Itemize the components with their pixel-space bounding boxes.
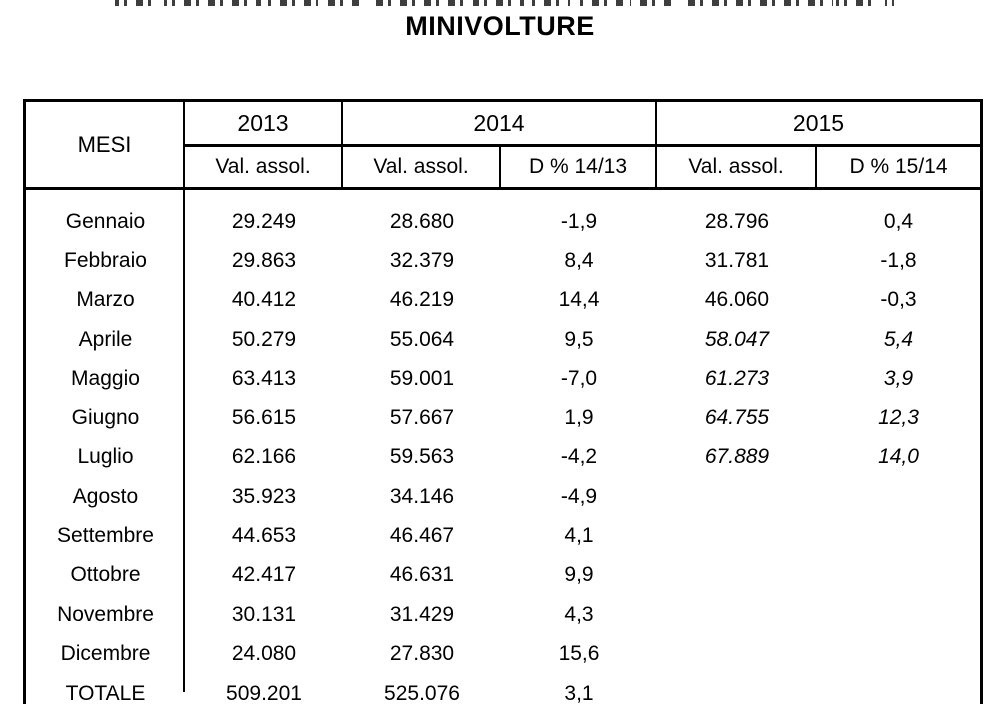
cell-2014-delta: 9,5 xyxy=(564,327,594,351)
cell-2015-delta: 5,4 xyxy=(883,327,914,351)
table-row: Aprile 50.279 55.064 9,5 58.047 5,4 xyxy=(26,320,980,359)
cell-2014-delta: -1,9 xyxy=(560,209,598,233)
cell-month: Dicembre xyxy=(60,641,151,665)
cell-month: Aprile xyxy=(78,327,133,351)
cell-month: Maggio xyxy=(71,366,140,390)
cell-2014-delta: 9,9 xyxy=(564,563,594,587)
cell-2013-val: 63.413 xyxy=(231,366,297,390)
cell-2014-delta: 15,6 xyxy=(558,641,600,665)
header-2015-delta: D % 15/14 xyxy=(849,155,948,178)
cell-2015-delta: -0,3 xyxy=(880,288,917,312)
table-row: Gennaio 29.249 28.680 -1,9 28.796 0,4 xyxy=(26,202,980,241)
header-2015-val: Val. assol. xyxy=(657,147,817,187)
cell-2015-delta: 14,0 xyxy=(878,445,919,469)
cell-2014-delta: -4,9 xyxy=(560,484,598,508)
page-title: MINIVOLTURE xyxy=(405,11,595,41)
header-2013-val: Val. assol. xyxy=(185,147,343,187)
cell-2014-val: 59.001 xyxy=(389,366,455,390)
cell-2014-delta: 14,4 xyxy=(558,288,600,312)
cell-month: Novembre xyxy=(57,602,154,626)
cell-2013-val: 42.417 xyxy=(231,563,297,587)
cell-month: Marzo xyxy=(76,288,135,312)
clipped-title-fragments xyxy=(112,0,894,6)
cell-2013-val: 24.080 xyxy=(231,641,297,665)
cell-2014-delta: 1,9 xyxy=(564,406,594,430)
cell-month: Agosto xyxy=(72,484,139,508)
header-2014-val: Val. assol. xyxy=(343,147,501,187)
cell-month: Settembre xyxy=(57,524,154,548)
cell-2014-val: 59.563 xyxy=(389,445,455,469)
cell-2014-val: 27.830 xyxy=(389,641,455,665)
table-row-total: TOTALE 509.201 525.076 3,1 xyxy=(26,674,980,704)
table-header: MESI 2013 2014 2015 Val. assol. Val. ass… xyxy=(26,102,980,190)
cell-2015-val: 28.796 xyxy=(704,209,770,233)
cell-month: Febbraio xyxy=(64,248,147,272)
table-row: Agosto 35.923 34.146 -4,9 xyxy=(26,477,980,516)
cell-2015-val: 64.755 xyxy=(704,406,770,430)
cell-month: Gennaio xyxy=(65,209,146,233)
cell-2014-val: 28.680 xyxy=(389,209,455,233)
table-row: Novembre 30.131 31.429 4,3 xyxy=(26,595,980,634)
cell-2014-val: 46.219 xyxy=(389,288,455,312)
cell-2014-val: 55.064 xyxy=(389,327,455,351)
table-row: Dicembre 24.080 27.830 15,6 xyxy=(26,634,980,673)
table-body: Gennaio 29.249 28.680 -1,9 28.796 0,4 Fe… xyxy=(26,190,980,704)
cell-2015-val: 46.060 xyxy=(704,288,770,312)
cell-2014-delta: -7,0 xyxy=(560,366,598,390)
cell-2014-val: 46.631 xyxy=(389,563,455,587)
cell-2014-delta: 3,1 xyxy=(564,681,594,704)
cell-2013-val: 62.166 xyxy=(231,445,297,469)
cell-2013-val: 29.249 xyxy=(231,209,297,233)
cell-2015-delta: -1,8 xyxy=(880,248,917,272)
table-row: Luglio 62.166 59.563 -4,2 67.889 14,0 xyxy=(26,438,980,477)
table-row: Giugno 56.615 57.667 1,9 64.755 12,3 xyxy=(26,398,980,437)
cell-month: TOTALE xyxy=(65,681,146,704)
cell-2014-val: 525.076 xyxy=(384,681,460,704)
cell-month: Giugno xyxy=(71,406,140,430)
header-year-2015: 2015 xyxy=(657,102,980,147)
cell-2015-delta: 12,3 xyxy=(878,406,919,430)
table-row: Marzo 40.412 46.219 14,4 46.060 -0,3 xyxy=(26,281,980,320)
cell-2013-val: 50.279 xyxy=(231,327,297,351)
cell-2014-val: 31.429 xyxy=(389,602,455,626)
cell-2013-val: 44.653 xyxy=(231,524,297,548)
cell-2014-delta: 4,3 xyxy=(564,602,594,626)
cell-2015-delta: 0,4 xyxy=(883,209,914,233)
cell-2014-delta: 8,4 xyxy=(564,248,594,272)
cell-2014-val: 46.467 xyxy=(389,524,455,548)
table-row: Settembre 44.653 46.467 4,1 xyxy=(26,516,980,555)
cell-2015-delta: 3,9 xyxy=(883,366,914,390)
cell-2013-val: 30.131 xyxy=(231,602,297,626)
cell-2014-delta: 4,1 xyxy=(564,524,594,548)
cell-2013-val: 56.615 xyxy=(231,406,297,430)
cell-2015-val: 61.273 xyxy=(704,366,770,390)
cell-2015-val: 31.781 xyxy=(704,248,770,272)
header-mesi: MESI xyxy=(26,102,185,187)
cell-2013-val: 509.201 xyxy=(226,681,302,704)
cell-2013-val: 35.923 xyxy=(231,484,297,508)
cell-2014-val: 32.379 xyxy=(389,248,455,272)
table-row: Ottobre 42.417 46.631 9,9 xyxy=(26,556,980,595)
cell-2015-val: 67.889 xyxy=(704,445,770,469)
table-row: Febbraio 29.863 32.379 8,4 31.781 -1,8 xyxy=(26,241,980,280)
cell-month: Luglio xyxy=(77,445,134,469)
cell-month: Ottobre xyxy=(70,563,141,587)
cell-2013-val: 29.863 xyxy=(231,248,297,272)
header-year-2013: 2013 xyxy=(185,102,343,147)
cell-2015-val: 58.047 xyxy=(704,327,770,351)
header-year-2014: 2014 xyxy=(343,102,657,147)
header-2014-delta: D % 14/13 xyxy=(501,147,657,187)
cell-2014-val: 57.667 xyxy=(389,406,455,430)
cell-2014-delta: -4,2 xyxy=(560,445,598,469)
cell-2014-val: 34.146 xyxy=(389,484,455,508)
cell-2013-val: 40.412 xyxy=(231,288,297,312)
table-row: Maggio 63.413 59.001 -7,0 61.273 3,9 xyxy=(26,359,980,398)
minivolture-table: MESI 2013 2014 2015 Val. assol. Val. ass… xyxy=(23,99,983,704)
